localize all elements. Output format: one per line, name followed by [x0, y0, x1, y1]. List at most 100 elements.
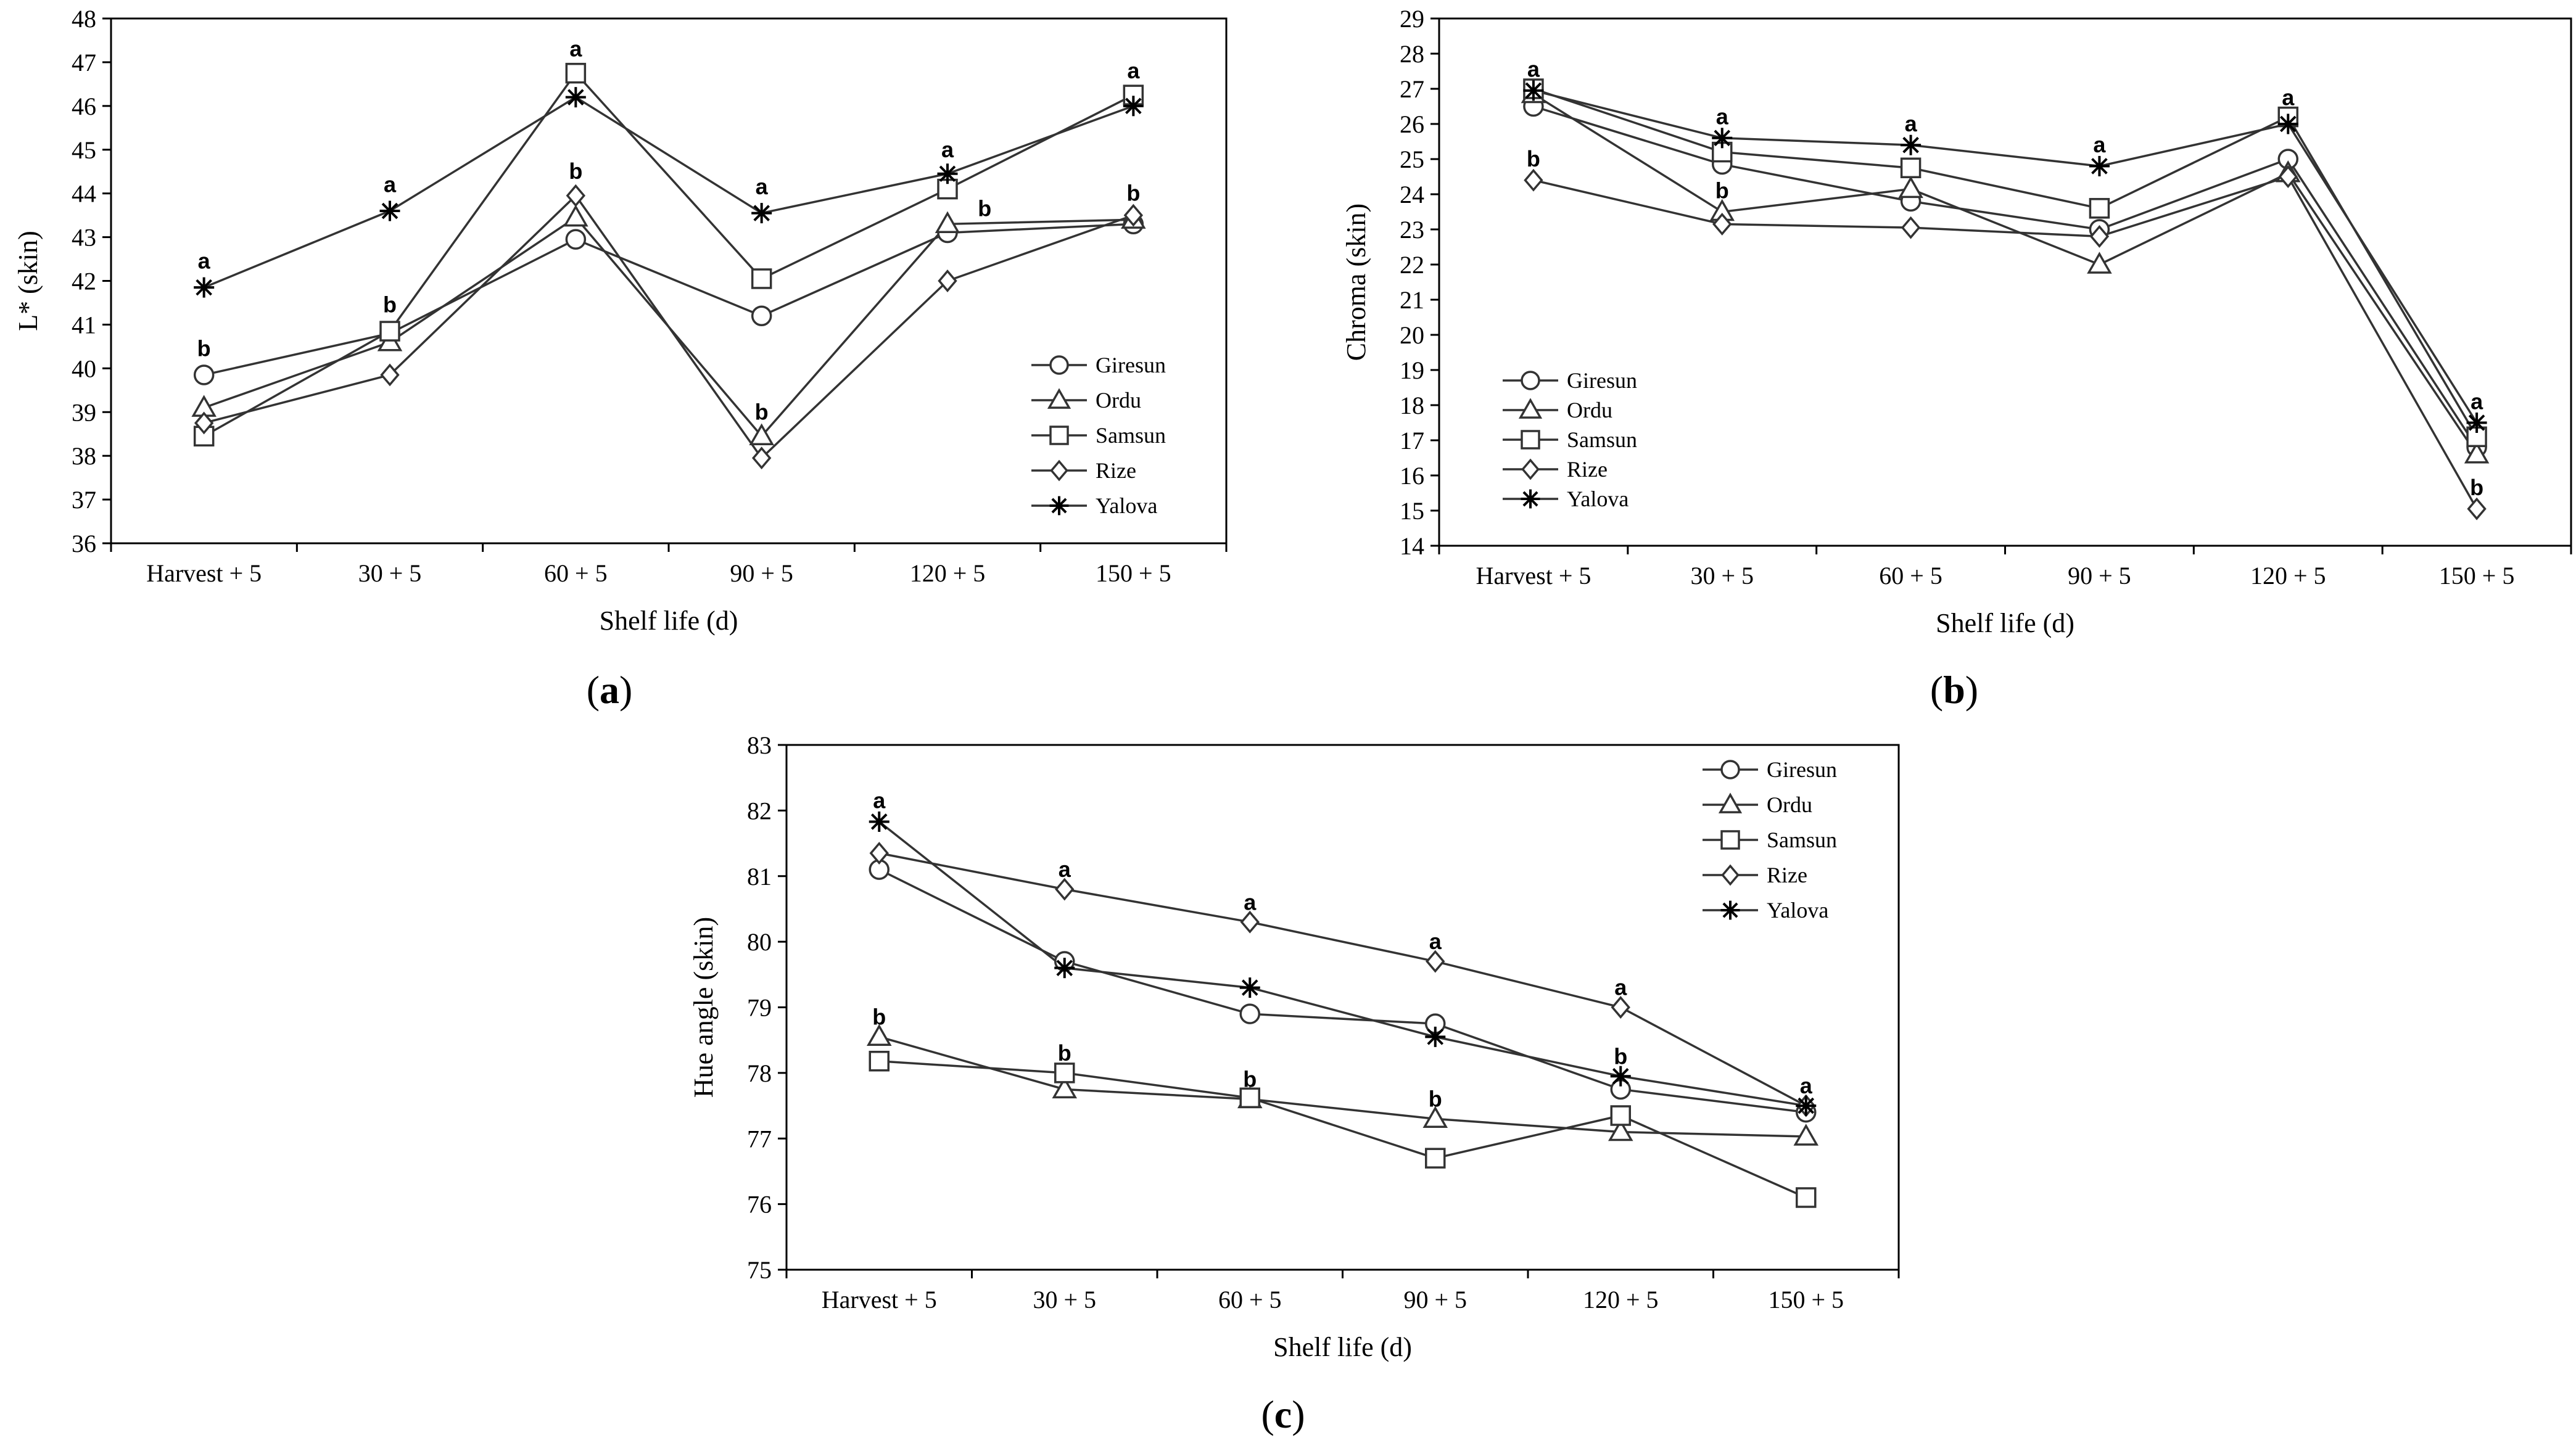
panel-a-legend-label: Yalova [1096, 493, 1157, 518]
panel-a-legend-label: Samsun [1096, 423, 1166, 448]
panel-c-label: (c) [1261, 1392, 1305, 1436]
panel-b-label: (b) [1930, 668, 1978, 712]
panel-c-x-tick-label: 120 + 5 [1583, 1286, 1659, 1314]
panel-b-legend-label: Samsun [1567, 427, 1637, 452]
panel-b-point-yalova [2277, 113, 2298, 134]
panel-c-significance-label: a [1614, 975, 1627, 1000]
panel-c-point-rize [1426, 950, 1445, 973]
panel-c-y-tick-label: 83 [747, 731, 772, 759]
panel-c-legend-marker-rize [1721, 864, 1740, 886]
panel-c-point-rize [869, 842, 889, 865]
panel-a-legend: Giresun Ordu Samsun Rize Yalova [1031, 353, 1166, 518]
panel-a-point-samsun [379, 321, 400, 342]
panel-b-chart: 14 15 16 17 18 19 20 21 22 23 24 25 26 27 28 29 Harvest … [1341, 5, 2572, 712]
panel-c-point-yalova [1239, 977, 1260, 998]
panel-b-point-ordu [2087, 252, 2112, 274]
panel-c-point-yalova [869, 811, 890, 832]
panel-a-point-rize [380, 363, 400, 387]
panel-b-series-line-rize [1533, 175, 2478, 510]
panel-c-point-yalova [1425, 1026, 1446, 1047]
panel-b-y-tick-label: 25 [1400, 146, 1424, 173]
panel-a-legend-label: Ordu [1096, 388, 1141, 413]
panel-c-series-line-yalova [878, 821, 1807, 1107]
panel-a-x-tick-label: 120 + 5 [910, 559, 986, 587]
panel-c-legend-marker-ordu [1718, 792, 1743, 813]
panel-c-y-tick-label: 81 [747, 863, 772, 890]
panel-c-significance-label: a [1800, 1073, 1813, 1098]
panel-c-point-yalova [1610, 1066, 1631, 1087]
panel-a-y-tick-label: 44 [72, 180, 96, 208]
panel-b-x-axis-title: Shelf life (d) [1936, 608, 2074, 638]
panel-a-legend-label: Rize [1096, 458, 1136, 483]
panel-b-x-tick-label: Harvest + 5 [1476, 562, 1591, 590]
panel-c-x-tick-label: 30 + 5 [1033, 1286, 1096, 1314]
panel-b-point-rize [2278, 165, 2298, 188]
panel-a-legend-marker-samsun [1049, 426, 1069, 445]
panel-b-x-tick-label: 30 + 5 [1690, 562, 1754, 590]
panel-b-point-yalova [1901, 134, 1922, 155]
panel-b-y-axis-title: Chroma (skin) [1341, 204, 1371, 361]
panel-c-point-yalova [1796, 1095, 1817, 1116]
panel-c-significance-label: b [1429, 1086, 1442, 1111]
panel-b-significance-label: b [1527, 146, 1540, 171]
panel-c-legend-label: Yalova [1767, 898, 1828, 923]
panel-b-point-rize [1712, 212, 1732, 236]
panel-a-series-line-giresun [204, 223, 1134, 376]
panel-a-y-tick-label: 46 [72, 92, 96, 120]
panel-c-point-yalova [1054, 958, 1075, 979]
panel-b-y-tick-label: 29 [1400, 5, 1424, 33]
panel-c-point-ordu [1608, 1119, 1633, 1141]
panel-c-y-tick-label: 80 [747, 928, 772, 956]
panel-c-legend-label: Giresun [1767, 757, 1837, 782]
panel-a-x-axis-title: Shelf life (d) [600, 606, 738, 636]
panel-a-y-tick-label: 36 [72, 530, 96, 557]
panel-c-point-rize [1055, 878, 1075, 901]
panel-c-x-tick-label: 150 + 5 [1768, 1286, 1844, 1314]
panel-b-x-tick-label: 120 + 5 [2250, 562, 2326, 590]
panel-c-point-samsun [1054, 1063, 1075, 1083]
panel-a-significance-label: a [1127, 58, 1140, 83]
panel-a-legend-marker-rize [1050, 459, 1068, 482]
panel-a-x-tick-label: 150 + 5 [1096, 559, 1171, 587]
panel-b-legend-label: Ordu [1567, 398, 1612, 422]
panel-b-point-samsun [1900, 157, 1922, 178]
panel-c-series-line-rize [878, 852, 1807, 1107]
panel-b-point-yalova [1712, 128, 1733, 149]
panel-a-y-tick-label: 39 [72, 398, 96, 426]
panel-a-series-line-rize [204, 194, 1134, 460]
panel-b-series-line-yalova [1533, 89, 2478, 424]
panel-b-x-tick-label: 60 + 5 [1879, 562, 1942, 590]
panel-b-legend-marker-ordu [1518, 398, 1543, 419]
panel-a-significance-label: b [1126, 181, 1140, 206]
panel-a-point-ordu [563, 204, 588, 227]
panel-b-point-rize [1524, 168, 1543, 192]
panel-b-y-tick-label: 21 [1400, 286, 1424, 314]
panel-c-point-ordu [1052, 1076, 1078, 1099]
panel-b-x-tick-label: 150 + 5 [2439, 562, 2515, 590]
panel-a-point-rize [566, 184, 586, 207]
panel-b-legend-marker-samsun [1521, 430, 1540, 450]
panel-a-legend-marker-yalova [1049, 496, 1069, 516]
panel-a-chart: 36 37 38 39 40 41 42 43 44 45 46 47 48 Harvest + 5 30 … [13, 5, 1228, 712]
panel-b-y-tick-label: 16 [1400, 462, 1424, 490]
panel-c-significance-label: b [1058, 1040, 1071, 1066]
panel-c-point-rize [1240, 910, 1260, 934]
panel-a-point-yalova [937, 163, 958, 184]
panel-b-legend-label: Yalova [1567, 487, 1629, 511]
panel-b-y-tick-label: 24 [1400, 181, 1424, 208]
panel-b-legend-marker-rize [1521, 458, 1540, 480]
panel-b-significance-label: b [1715, 178, 1729, 203]
panel-c-legend-marker-giresun [1720, 760, 1740, 779]
panel-b-series-line-giresun [1533, 105, 2478, 448]
panel-c-significance-label: b [1243, 1067, 1257, 1092]
panel-c-point-samsun [1425, 1148, 1446, 1169]
panel-b-y-tick-label: 15 [1400, 497, 1424, 525]
panel-a-x-tick-label: 30 + 5 [358, 559, 422, 587]
panel-b-y-tick-label: 28 [1400, 40, 1424, 68]
panel-c-series-line-ordu [878, 1035, 1806, 1138]
panel-b-point-ordu [1898, 176, 1923, 199]
panel-b-significance-label: b [2470, 475, 2483, 500]
panel-a-y-tick-label: 41 [72, 311, 96, 339]
panel-b-point-rize [2467, 497, 2487, 520]
